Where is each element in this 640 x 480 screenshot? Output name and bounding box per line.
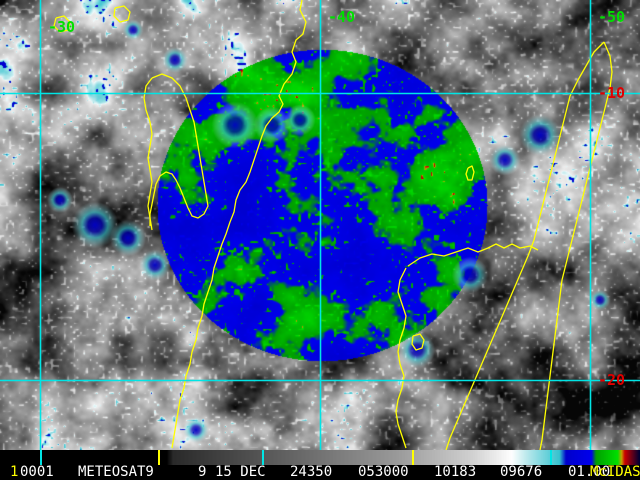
status-band: 9 xyxy=(198,464,207,480)
status-image-id: 0001 xyxy=(20,464,54,480)
image-status-bar: 1 0001 METEOSAT9 9 15 DEC 24350 053000 10183 096… xyxy=(0,465,640,480)
coastline-madagascar-east xyxy=(445,41,605,450)
grid-label-minus50: -50 xyxy=(598,8,626,26)
coastline-inland-border-2 xyxy=(143,77,153,231)
status-time-utc: 053000 xyxy=(358,464,409,480)
island-north-1 xyxy=(113,5,131,23)
island-comoros-1 xyxy=(465,165,475,181)
color-bar-tick-4 xyxy=(550,450,552,465)
island-comoros-2 xyxy=(411,333,425,351)
status-satellite: METEOSAT9 xyxy=(78,464,154,480)
color-bar-ramp xyxy=(0,450,640,465)
status-julian-day: 24350 xyxy=(290,464,333,480)
enhancement-color-bar[interactable] xyxy=(0,450,640,465)
status-resolution: 01.00 xyxy=(568,464,611,480)
grid-label-minus40: -40 xyxy=(328,8,356,26)
color-bar-tick-2 xyxy=(262,450,264,465)
coastline-mozambique-channel xyxy=(395,267,407,449)
color-bar-tick-0 xyxy=(40,450,42,465)
status-line-coord: 10183 xyxy=(434,464,477,480)
status-frame-number: 1 xyxy=(10,464,19,480)
color-bar-tick-1 xyxy=(158,450,160,465)
grid-label-minus10: -10 xyxy=(598,84,626,102)
grid-label-minus30: -30 xyxy=(48,18,76,36)
grid-label-minus20: -20 xyxy=(598,371,626,389)
status-element-coord: 09676 xyxy=(500,464,543,480)
map-vector-overlay xyxy=(0,0,640,450)
island-north-2 xyxy=(53,15,71,33)
status-software: McIDAS xyxy=(590,464,640,480)
coastline-mozambique-north xyxy=(407,243,539,267)
status-date: 15 DEC xyxy=(215,464,266,480)
color-bar-tick-3 xyxy=(412,450,414,465)
coastline-east-africa xyxy=(171,0,307,449)
lat-lon-gridlines xyxy=(0,0,640,450)
coastline-inland-border-1 xyxy=(149,73,209,226)
coastline-madagascar-west xyxy=(539,41,613,450)
coastline-vectors xyxy=(53,0,613,450)
